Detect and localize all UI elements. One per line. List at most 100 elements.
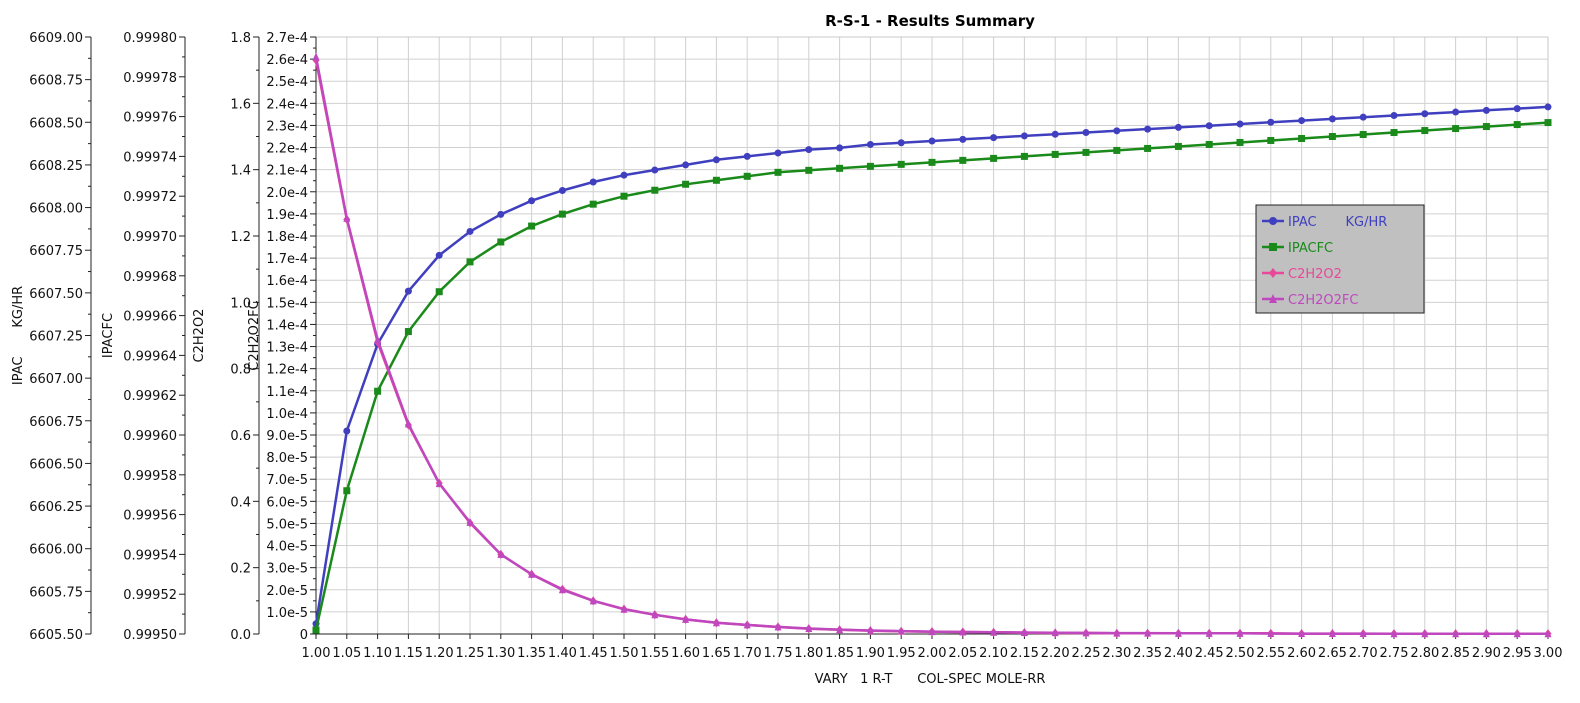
- data-point: [1267, 118, 1275, 126]
- y-tick-label: 0.99958: [123, 469, 177, 484]
- y-tick-label: 6608.75: [29, 74, 83, 89]
- y-axes: 6609.00 6608.75 6608.50 6608.25 6608.00 6607.…: [11, 31, 317, 643]
- data-point: [836, 144, 844, 152]
- data-point: [836, 164, 844, 172]
- data-point: [774, 168, 782, 176]
- data-point: [312, 52, 320, 61]
- legend-item-ipacfc[interactable]: IPACFC: [1262, 241, 1333, 256]
- data-point: [682, 614, 690, 623]
- data-point: [1452, 125, 1460, 133]
- series-c2h2o2fc: [312, 52, 1552, 638]
- data-point: [928, 137, 936, 145]
- y-tick-label: 0.99956: [123, 509, 177, 524]
- x-tick-label: 2.55: [1256, 646, 1285, 661]
- data-point: [558, 187, 566, 195]
- data-point: [805, 623, 813, 632]
- y-tick-label: 2.5e-4: [266, 75, 308, 90]
- data-point: [1144, 125, 1152, 133]
- y-tick-label: 1.3e-4: [266, 341, 308, 356]
- y-tick-label: 0.99976: [123, 111, 177, 126]
- y-tick-label: 1.4: [230, 164, 251, 179]
- x-tick-label: 1.25: [456, 646, 485, 661]
- data-point: [1359, 113, 1367, 121]
- data-point: [558, 585, 566, 594]
- y-tick-label: 6606.50: [29, 457, 83, 472]
- data-point: [1174, 628, 1182, 637]
- y-tick-label: 6608.25: [29, 159, 83, 174]
- legend-label: IPAC KG/HR: [1288, 215, 1387, 230]
- data-point: [1020, 152, 1028, 160]
- data-point: [1452, 108, 1460, 116]
- data-point: [435, 251, 443, 259]
- chart-title: R-S-1 - Results Summary: [825, 12, 1035, 30]
- data-point: [1236, 628, 1244, 637]
- data-point: [1269, 268, 1277, 278]
- x-tick-label: 1.80: [794, 646, 823, 661]
- y-tick-label: 0.0: [230, 628, 251, 643]
- data-point: [712, 618, 720, 627]
- data-point: [836, 625, 844, 634]
- data-point: [1020, 132, 1028, 140]
- y-tick-label: 6607.75: [29, 244, 83, 259]
- x-tick-label: 2.65: [1318, 646, 1347, 661]
- x-tick-label: 1.55: [640, 646, 669, 661]
- data-point: [1328, 133, 1336, 140]
- y-tick-label: 6605.50: [29, 628, 83, 643]
- x-tick-label: 1.45: [579, 646, 608, 661]
- y-tick-label: 2.6e-4: [266, 53, 308, 68]
- y-tick-label: 0.99974: [123, 150, 177, 165]
- data-point: [1174, 142, 1182, 150]
- x-tick-label: 1.65: [702, 646, 731, 661]
- data-point: [1482, 106, 1490, 114]
- x-tick-label: 1.85: [825, 646, 854, 661]
- data-point: [1482, 123, 1490, 131]
- data-point: [959, 627, 967, 636]
- y-axis-title-ipacfc: IPACFC: [101, 313, 116, 358]
- y-tick-label: 0.99954: [123, 548, 177, 563]
- data-point: [743, 620, 751, 629]
- data-point: [1544, 119, 1552, 127]
- x-tick-label: 2.60: [1287, 646, 1316, 661]
- data-point: [589, 200, 597, 208]
- data-point: [589, 596, 597, 605]
- series-ipac: [312, 103, 1552, 628]
- y-axis-ipac: 6609.00 6608.75 6608.50 6608.25 6608.00 6607.…: [11, 31, 92, 643]
- x-tick-label: 2.05: [948, 646, 977, 661]
- data-point: [343, 213, 351, 222]
- y-tick-label: 0.99960: [123, 429, 177, 444]
- y-axis-title-c2h2o2: C2H2O2: [192, 309, 207, 363]
- y-tick-label: 2.4e-4: [266, 97, 308, 112]
- x-tick-label: 2.35: [1133, 646, 1162, 661]
- y-tick-label: 0.99968: [123, 270, 177, 285]
- data-point: [651, 186, 659, 194]
- data-point: [343, 427, 351, 435]
- legend-item-c2h2o2[interactable]: C2H2O2: [1262, 267, 1342, 282]
- y-tick-label: 1.6: [230, 97, 251, 112]
- x-gridlines: [315, 37, 1549, 634]
- data-point: [497, 549, 505, 558]
- y-tick-label: 1.6e-4: [266, 274, 308, 289]
- data-point: [466, 517, 474, 526]
- data-point: [466, 227, 474, 235]
- x-axis-title: VARY 1 R-T COL-SPEC MOLE-RR: [815, 672, 1046, 687]
- data-point: [1236, 138, 1244, 146]
- data-point: [404, 287, 412, 295]
- data-point: [1421, 110, 1429, 118]
- x-tick-label: 2.80: [1410, 646, 1439, 661]
- data-point: [866, 162, 874, 170]
- y-tick-label: 4.0e-5: [266, 540, 308, 555]
- x-tick-label: 2.10: [979, 646, 1008, 661]
- data-point: [897, 626, 905, 635]
- legend-item-ipac[interactable]: IPAC KG/HR: [1262, 215, 1387, 230]
- legend[interactable]: IPAC KG/HR IPACFC C2H2O2 C2H2O2FC: [1255, 204, 1425, 314]
- y-tick-label: 0.99980: [123, 31, 177, 46]
- y-axis-c2h2o2: 1.8 1.6 1.4 1.2 1.0 0.8 0.6 0.4 0.2 0.0 C2H2O2: [192, 31, 260, 643]
- y-tick-label: 6606.75: [29, 415, 83, 430]
- x-tick-label: 1.70: [733, 646, 762, 661]
- data-point: [1328, 115, 1336, 123]
- data-point: [1082, 129, 1090, 137]
- data-point: [1269, 294, 1277, 303]
- data-point: [435, 288, 443, 296]
- legend-item-c2h2o2fc[interactable]: C2H2O2FC: [1262, 293, 1358, 308]
- data-point: [1544, 629, 1552, 638]
